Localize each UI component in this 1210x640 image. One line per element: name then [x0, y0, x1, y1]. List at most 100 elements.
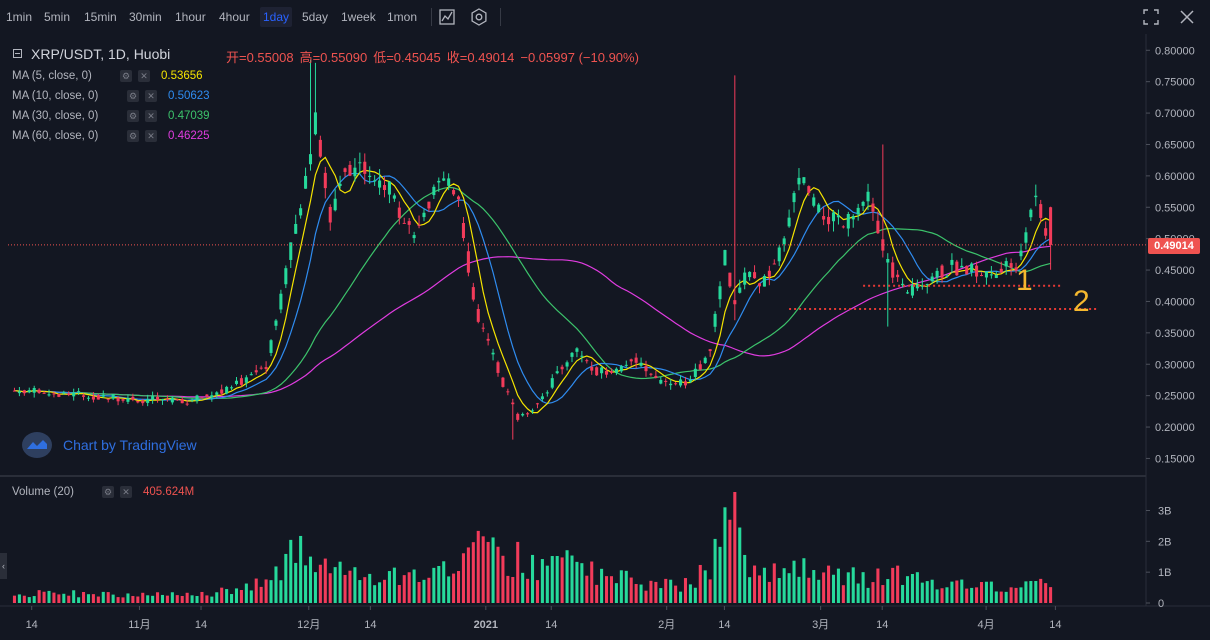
- fullscreen-icon[interactable]: [1141, 7, 1161, 27]
- timeframe-5day[interactable]: 5day: [302, 10, 329, 24]
- candle-body: [526, 413, 530, 415]
- volume-bar: [299, 535, 303, 603]
- volume-bar: [767, 581, 771, 603]
- candle-body: [358, 162, 362, 164]
- candle-body: [1039, 204, 1043, 218]
- volume-tick-label: 1B: [1158, 567, 1171, 579]
- side-panel-toggle-icon[interactable]: ‹: [0, 553, 7, 579]
- volume-bar: [111, 594, 115, 603]
- candle-body: [762, 275, 766, 287]
- timeframe-1day[interactable]: 1day: [260, 7, 293, 27]
- candle-body: [461, 223, 465, 239]
- close-icon[interactable]: ✕: [145, 110, 157, 122]
- timeframe-30min[interactable]: 30min: [129, 10, 162, 24]
- candle-body: [210, 395, 214, 398]
- volume-bar: [639, 584, 643, 603]
- volume-bar: [521, 572, 525, 603]
- volume-bar: [318, 564, 322, 603]
- price-tick-label: 0.30000: [1155, 359, 1195, 371]
- close-icon[interactable]: [1177, 7, 1197, 27]
- candle-body: [1014, 267, 1018, 271]
- price-chart[interactable]: 0.80000 0.75000 0.70000 0.65000 0.60000 0.550…: [0, 34, 1210, 640]
- candle-body: [935, 270, 939, 278]
- candle-body: [674, 383, 678, 385]
- volume-bar: [753, 565, 757, 603]
- timeframe-1hour[interactable]: 1hour: [175, 10, 206, 24]
- candle-body: [629, 359, 633, 362]
- candle-body: [96, 395, 100, 400]
- volume-bar: [871, 582, 875, 603]
- time-tick-label: 14: [876, 619, 888, 631]
- volume-bar: [412, 569, 416, 603]
- candle-body: [925, 283, 929, 285]
- timeframe-15min[interactable]: 15min: [84, 10, 117, 24]
- volume-bar: [180, 595, 184, 603]
- volume-bar: [308, 556, 313, 603]
- timeframe-1mon[interactable]: 1mon: [387, 10, 418, 24]
- volume-bar: [896, 565, 900, 603]
- toolbar-divider: [431, 8, 432, 26]
- volume-bar: [1004, 591, 1008, 603]
- candle-body: [634, 357, 638, 363]
- candle-body: [733, 300, 737, 305]
- price-tick-label: 0.65000: [1155, 139, 1195, 151]
- volume-bar: [62, 593, 66, 603]
- timeframe-1week[interactable]: 1week: [341, 10, 376, 24]
- candle-body: [126, 398, 130, 402]
- settings-icon[interactable]: ⚙: [127, 130, 139, 142]
- candle-body: [274, 320, 278, 326]
- indicators-icon[interactable]: [437, 7, 457, 27]
- volume-bar: [121, 597, 125, 603]
- candle-body: [27, 390, 31, 393]
- close-icon[interactable]: ✕: [145, 90, 157, 102]
- settings-icon[interactable]: ⚙: [102, 486, 114, 498]
- candle-body: [1049, 207, 1053, 245]
- candle-body: [151, 396, 155, 400]
- timeframe-1min[interactable]: 1min: [6, 10, 33, 24]
- volume-bar: [447, 576, 451, 603]
- settings-icon[interactable]: [469, 7, 489, 27]
- volume-bar: [994, 591, 998, 603]
- volume-bar: [47, 590, 51, 603]
- volume-bar: [328, 573, 332, 603]
- volume-bar: [979, 582, 984, 603]
- ma5-controls: ⚙ ✕: [120, 70, 150, 82]
- tradingview-watermark[interactable]: Chart by TradingView: [63, 437, 197, 453]
- candle-body: [146, 399, 150, 403]
- close-icon[interactable]: ✕: [138, 70, 150, 82]
- volume-bar: [289, 539, 293, 603]
- close-icon[interactable]: ✕: [145, 130, 157, 142]
- candle-body: [230, 387, 234, 389]
- candle-body: [323, 172, 327, 189]
- candle-body: [787, 217, 791, 227]
- settings-icon[interactable]: ⚙: [127, 110, 139, 122]
- candle-body: [407, 221, 411, 225]
- candle-body: [1034, 195, 1038, 198]
- settings-icon[interactable]: ⚙: [120, 70, 132, 82]
- volume-bar: [338, 561, 342, 603]
- volume-bar: [1024, 581, 1028, 603]
- candle-body: [185, 403, 189, 405]
- timeframe-4hour[interactable]: 4hour: [219, 10, 250, 24]
- candle-body: [486, 338, 490, 341]
- volume-bar: [718, 546, 722, 603]
- volume-bar: [841, 585, 845, 603]
- volume-bar: [67, 595, 71, 603]
- close-icon[interactable]: ✕: [120, 486, 132, 498]
- volume-bar: [703, 570, 707, 603]
- volume-bar: [851, 567, 855, 603]
- price-tick-label: 0.35000: [1155, 328, 1195, 340]
- candle-body: [550, 378, 554, 388]
- candle-body: [466, 251, 470, 273]
- timeframe-5min[interactable]: 5min: [44, 10, 71, 24]
- candle-body: [205, 394, 209, 397]
- volume-bar: [466, 547, 470, 603]
- candle-body: [802, 177, 806, 184]
- volume-bar: [792, 560, 796, 603]
- collapse-legend-icon[interactable]: [13, 49, 22, 58]
- candle-body: [190, 399, 194, 401]
- settings-icon[interactable]: ⚙: [127, 90, 139, 102]
- candle-body: [955, 261, 959, 276]
- candle-body: [308, 154, 313, 165]
- volume-bar: [856, 583, 860, 603]
